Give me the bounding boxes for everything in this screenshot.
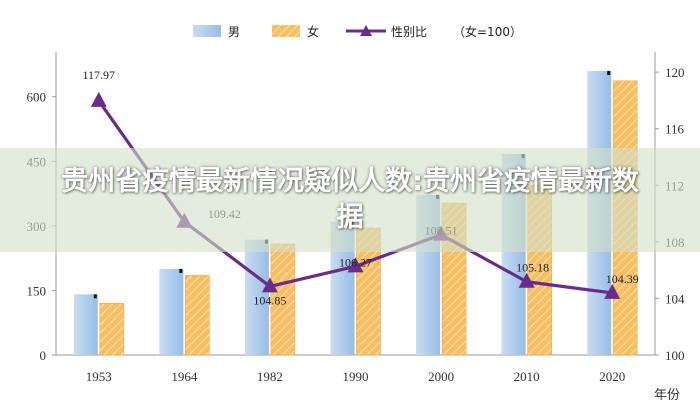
x-tick-label: 2020 [599, 369, 625, 384]
ratio-data-label: 104.85 [253, 293, 286, 307]
ratio-marker [518, 272, 535, 288]
bar-male [73, 294, 98, 355]
legend-label-male: 男 [228, 25, 240, 39]
y-tick-label: 150 [27, 283, 47, 298]
x-tick-label: 1990 [343, 369, 369, 384]
ratio-data-label: 104.39 [606, 272, 639, 286]
y-tick-label: 0 [40, 348, 47, 363]
legend-swatch-female [272, 25, 300, 37]
legend-swatch-ratio-marker [360, 25, 372, 36]
ratio-marker [261, 277, 278, 293]
x-tick-label: 1964 [171, 369, 198, 384]
y2-tick-label: 120 [665, 65, 685, 80]
ratio-data-label: 105.18 [516, 261, 549, 275]
bar-female [99, 303, 125, 356]
legend-label-ratio: 性别比 [391, 25, 427, 39]
bar-male-cap [179, 268, 183, 273]
bar-male-cap [93, 294, 97, 299]
bar-female [185, 275, 210, 356]
ratio-marker [347, 257, 364, 273]
bar-male [159, 268, 184, 355]
x-axis-title: 年份 [654, 387, 680, 400]
x-tick-label: 1982 [257, 369, 283, 384]
bar-male-cap [607, 70, 611, 75]
y2-tick-label: 116 [665, 122, 685, 137]
bar-female [270, 243, 296, 356]
y2-tick-label: 104 [665, 291, 685, 306]
legend-swatch-male [193, 25, 221, 37]
x-tick-label: 2010 [514, 369, 540, 384]
ratio-data-label: 117.97 [83, 68, 116, 82]
y2-tick-label: 100 [665, 348, 685, 363]
y-tick-label: 600 [27, 90, 47, 105]
ratio-marker [604, 283, 621, 299]
legend: 男 女 性别比 （女=100） [193, 24, 522, 39]
ratio-marker [90, 91, 107, 107]
title-overlay-banner: 贵州省疫情最新情况疑似人数:贵州省疫情最新数据 [0, 148, 700, 252]
bar-male [244, 239, 269, 355]
legend-label-female: 女 [307, 24, 319, 39]
overlay-title: 贵州省疫情最新情况疑似人数:贵州省疫情最新数据 [61, 166, 639, 233]
x-tick-label: 1953 [86, 369, 112, 384]
ratio-data-label: 106.27 [339, 255, 372, 269]
legend-label-ratio-note: （女=100） [453, 24, 522, 39]
x-tick-label: 2000 [428, 369, 454, 384]
